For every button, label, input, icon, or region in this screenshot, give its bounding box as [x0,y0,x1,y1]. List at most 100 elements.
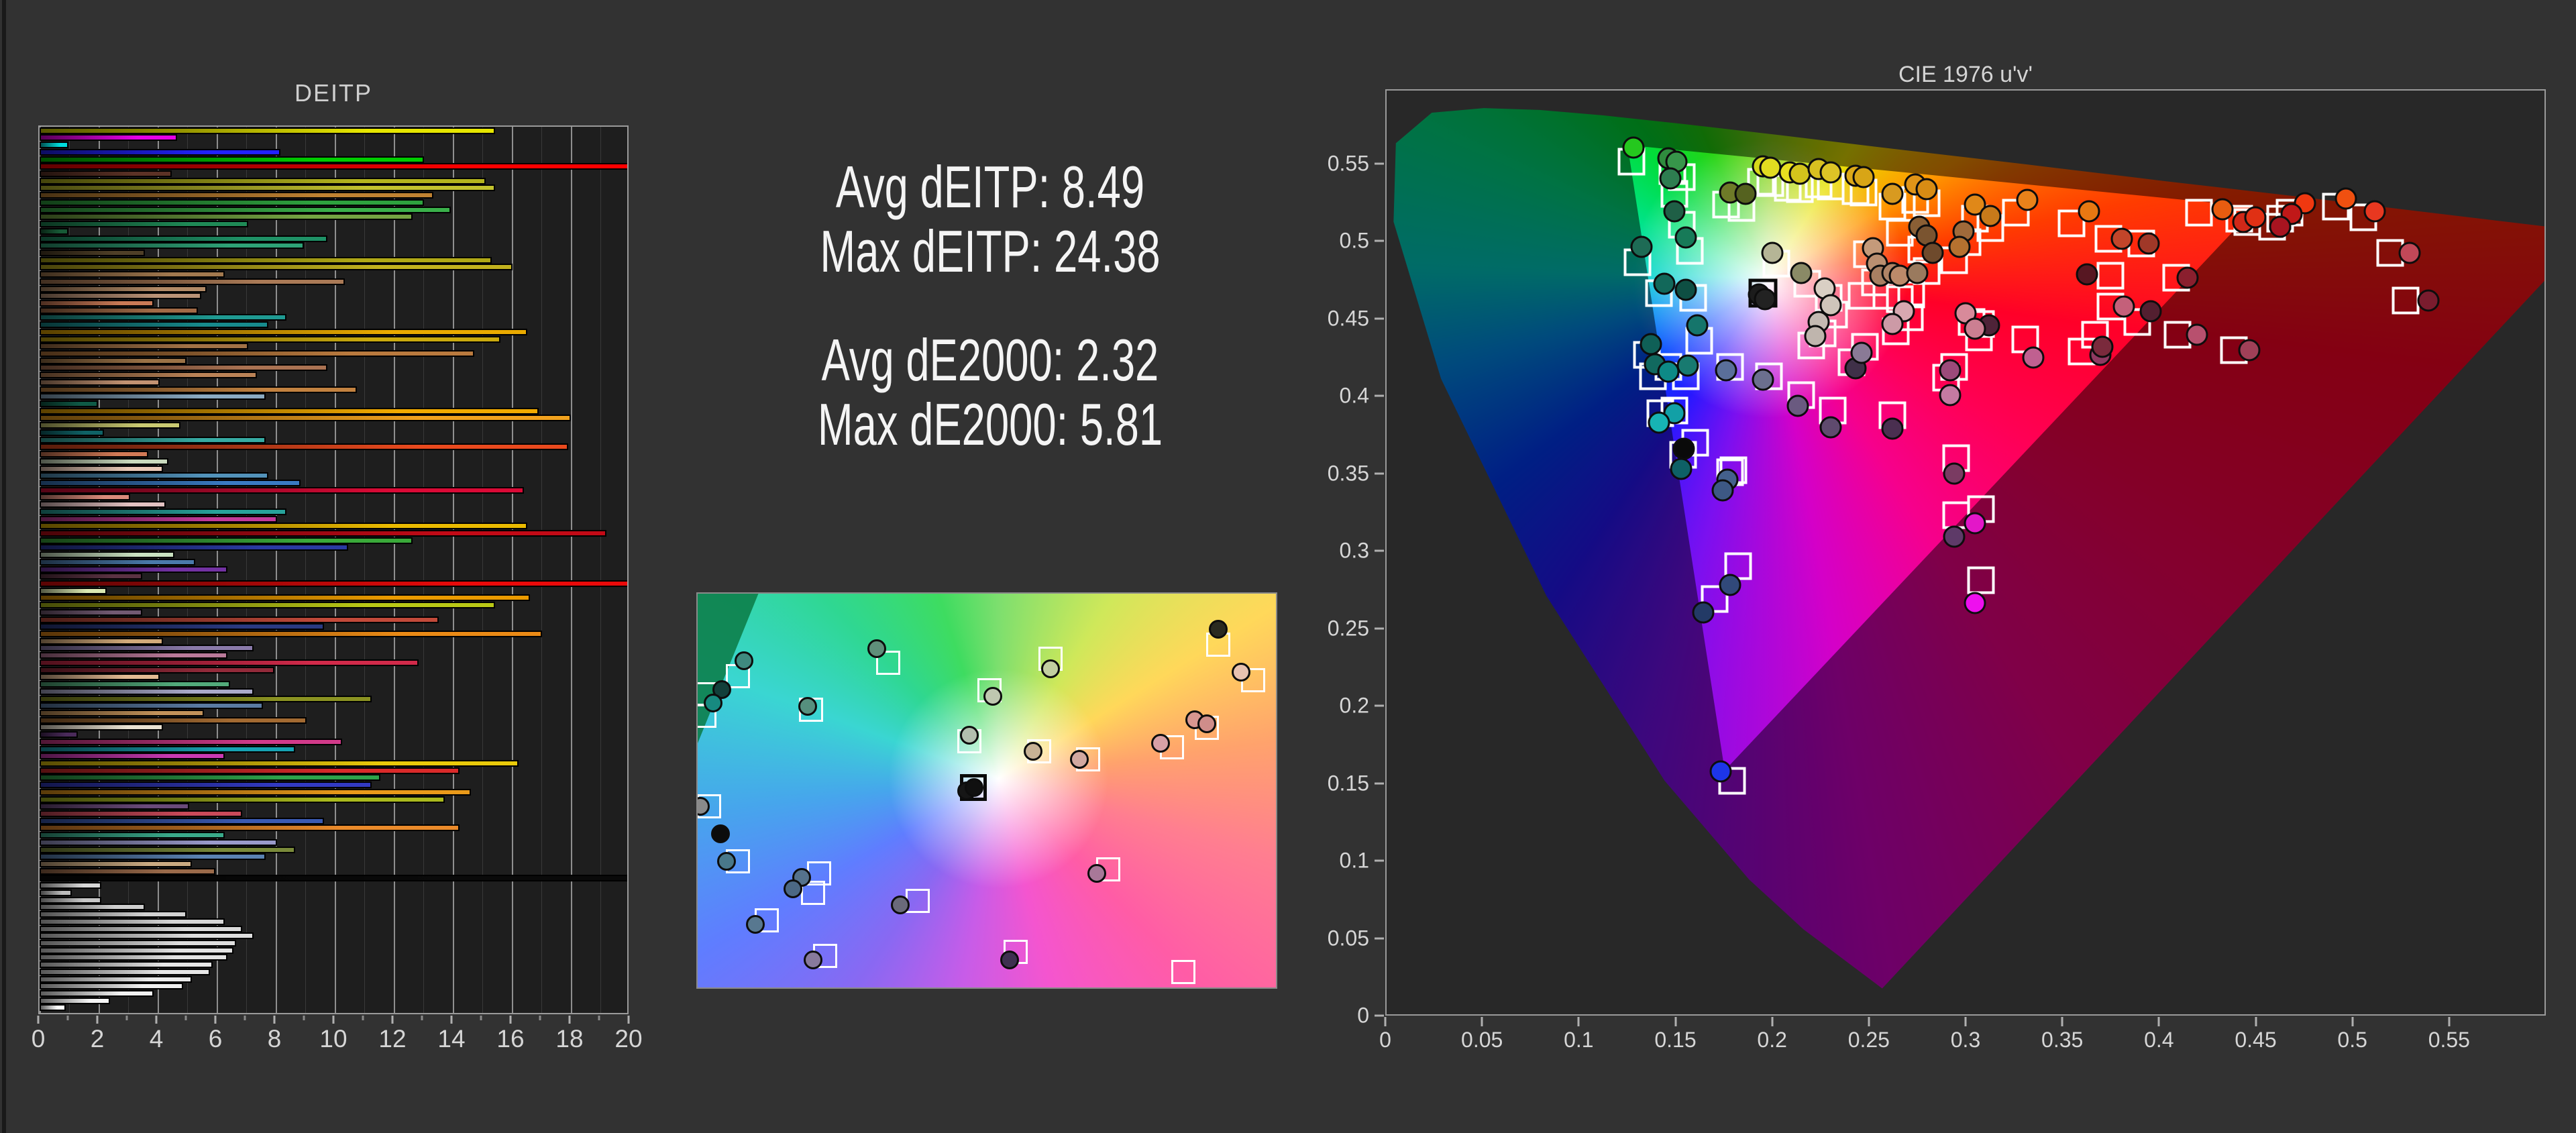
deitp-bar [40,673,160,681]
x-tick-label: 0.15 [1654,1028,1697,1052]
measurement-dot [2137,232,2160,255]
target-square [2392,286,2420,315]
measurement-dot [1948,235,1971,258]
deitp-bar [40,1004,66,1012]
measurement-dot [1804,325,1827,347]
measurement-dot [983,686,1002,706]
deitp-bar [40,731,78,739]
measurement-dot [2112,295,2135,318]
measurement-dot [1648,411,1670,434]
deitp-bar [40,702,263,710]
deitp-bar [40,177,486,184]
x-tick [332,1016,335,1024]
y-tick [1375,782,1384,785]
deitp-bar [40,602,495,609]
measurement-dot [1670,457,1693,480]
deitp-bar [40,508,286,515]
deitp-bar [40,781,372,789]
deitp-bar [40,759,519,767]
deitp-bar [40,645,254,652]
y-tick-label: 0.35 [1327,461,1369,486]
x-tick [627,1016,630,1024]
measurement-dot [1881,313,1904,335]
deitp-bar [40,875,627,882]
deitp-bar [40,911,186,918]
deitp-bar [40,681,231,688]
x-tick [539,1016,541,1020]
x-tick-label: 18 [555,1025,584,1053]
deitp-bar [40,939,237,947]
x-tick [421,1016,423,1020]
x-tick-label: 10 [319,1025,347,1053]
deitp-bar [40,170,172,178]
deitp-bar [40,580,627,587]
x-tick [509,1016,512,1024]
x-tick-label: 0.25 [1847,1028,1890,1052]
measurement-dot [746,915,765,934]
measurement-dot [784,879,803,899]
measurement-dot [2186,323,2208,346]
deitp-bar [40,788,472,796]
target-square [2096,262,2125,290]
measurement-dot [1906,262,1929,284]
measurement-dot [2016,188,2039,211]
measurement-dot [798,696,817,716]
x-tick [362,1016,364,1020]
deitp-bar [40,307,199,314]
measurement-dot [2110,227,2133,250]
x-tick-label: 14 [437,1025,466,1053]
y-tick-label: 0.25 [1327,616,1369,641]
deitp-bar [40,565,227,573]
deitp-bar [40,587,107,594]
deitp-bar [40,206,451,213]
color-gradient-panel [696,592,1277,989]
deitp-bar [40,501,166,508]
x-tick [273,1016,276,1024]
deitp-bar [40,436,266,443]
deitp-bar [40,796,445,803]
deitp-bar [40,343,248,350]
deitp-bar [40,832,225,839]
x-tick [1577,1017,1580,1026]
target-square [1847,282,1876,310]
y-tick-label: 0.55 [1327,151,1369,176]
deitp-bar [40,486,525,494]
deitp-bar [40,882,101,889]
x-tick-label: 12 [378,1025,407,1053]
target-square [2057,209,2086,237]
y-tick-label: 0.05 [1327,926,1369,951]
deitp-bar [40,631,542,638]
measurement-dot [1087,863,1106,883]
cie-plot-area [1385,89,2546,1016]
x-tick [1481,1017,1483,1026]
measurement-dot [1819,294,1842,317]
x-tick [2255,1017,2257,1026]
measurement-dot [1790,262,1813,284]
deitp-bar [40,616,439,623]
deitp-bar [40,400,99,408]
deitp-bar [40,558,195,565]
deitp-bar [40,321,269,329]
deitp-bar [40,299,154,307]
deitp-bar [40,537,413,544]
measurement-dot [1676,354,1699,377]
deitp-bar [40,213,413,221]
measurement-dot [2398,241,2421,264]
deitp-bar [40,393,266,400]
measurement-dot [1659,167,1682,190]
measurement-dot [890,895,910,914]
deitp-bar [40,386,357,393]
measurement-dot [2269,215,2292,238]
y-tick [1375,859,1384,862]
deitp-bar [40,925,242,932]
deitp-bar [40,637,163,645]
y-tick [1375,162,1384,165]
measurement-dot [1788,162,1811,185]
target-square [801,881,826,906]
measurement-dot [2363,200,2386,223]
y-tick-label: 0.3 [1339,538,1369,563]
measurement-dot [1819,416,1842,439]
x-tick [1868,1017,1870,1026]
deitp-bar [40,767,460,774]
